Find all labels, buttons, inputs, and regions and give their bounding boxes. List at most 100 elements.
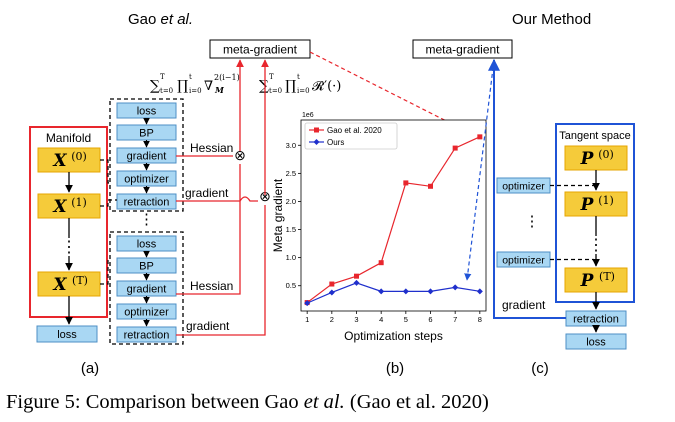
svg-text:(1): (1) <box>71 196 87 209</box>
x-tick-label: 3 <box>354 315 358 324</box>
svg-text:𝓡′(·): 𝓡′(·) <box>312 79 341 94</box>
svg-text:X: X <box>52 151 67 171</box>
hessian-label-2: Hessian <box>190 279 233 293</box>
gradient-path-c <box>488 58 566 319</box>
p-state-T: P (T) <box>564 267 628 293</box>
series-line-0 <box>306 136 481 304</box>
svg-text:∑: ∑ <box>150 78 160 94</box>
series-line-1 <box>306 282 480 304</box>
svg-text:t: t <box>297 73 300 81</box>
x-state-0: X (0) <box>37 147 101 173</box>
panel-letter-a: (a) <box>81 360 99 377</box>
ellipsis-a-groups: ⋮ <box>139 211 154 228</box>
group-1-steps: loss BP gradient optimizer retraction <box>116 102 177 210</box>
group-2-steps: loss BP gradient optimizer retraction <box>116 235 177 343</box>
y-axis-label: Meta gradient <box>271 178 285 252</box>
svg-text:t: t <box>189 73 192 81</box>
svg-text:P: P <box>580 149 595 169</box>
svg-text:t=0: t=0 <box>160 87 173 95</box>
meta-gradient-label-c: meta-gradient <box>425 43 500 57</box>
optimizer-label-c-1: optimizer <box>502 181 545 193</box>
y-tick-label: 1.0 <box>286 253 296 262</box>
svg-text:(T): (T) <box>72 274 88 287</box>
svg-text:i=0: i=0 <box>297 87 310 95</box>
svg-text:optimizer: optimizer <box>124 174 169 186</box>
series-point-1 <box>476 288 483 295</box>
formula-retraction: ∑ T t=0 ∏ t i=0 𝓡′(·) <box>259 73 341 95</box>
optimizer-label-c-2: optimizer <box>502 255 545 267</box>
svg-text:T: T <box>269 73 274 81</box>
hessian-path-2 <box>176 164 241 295</box>
our-method-title: Our Method <box>512 11 591 28</box>
panel-letter-b: (b) <box>386 360 404 377</box>
svg-text:X: X <box>52 275 67 295</box>
y-tick-label: 3.0 <box>286 141 296 150</box>
svg-text:loss: loss <box>137 239 157 251</box>
y-tick-label: 2.0 <box>286 197 296 206</box>
otimes-1: ⊗ <box>234 147 246 163</box>
otimes-2: ⊗ <box>259 188 271 204</box>
plot-frame <box>300 119 487 312</box>
retraction-label-c: retraction <box>573 314 619 326</box>
series-point-1 <box>353 279 360 286</box>
svg-text:t=0: t=0 <box>269 87 282 95</box>
x-axis-label: Optimization steps <box>344 329 443 343</box>
svg-text:loss: loss <box>137 106 157 118</box>
svg-text:gradient: gradient <box>127 151 167 163</box>
loss-label-a: loss <box>57 329 77 341</box>
svg-text:BP: BP <box>139 261 154 273</box>
legend-label-ours: Ours <box>327 138 344 147</box>
gradient-label-2: gradient <box>186 319 230 333</box>
loss-label-c: loss <box>586 337 606 349</box>
svg-text:retraction: retraction <box>124 330 170 342</box>
svg-text:∑: ∑ <box>259 78 269 94</box>
unroll-group-1 <box>109 98 184 212</box>
x-tick-label: 4 <box>379 315 383 324</box>
y-tick-label: 1.5 <box>286 225 296 234</box>
hessian-label-1: Hessian <box>190 141 233 155</box>
panel-c: Our Method meta-gradient Tangent space P… <box>412 11 635 377</box>
ellipsis-a-manifold: ⋮ <box>61 239 77 256</box>
svg-text:∏: ∏ <box>177 78 188 94</box>
x-tick-label: 1 <box>305 315 309 324</box>
svg-text:T: T <box>160 73 165 81</box>
figure-caption: Figure 5: Comparison between Gao et al. … <box>6 391 489 413</box>
y-tick-label: 2.5 <box>286 169 296 178</box>
y-axis-ticks: 0.5 1.0 1.5 2.0 2.5 3.0 <box>286 141 301 290</box>
series-point-1 <box>378 288 385 295</box>
svg-text:P: P <box>580 195 595 215</box>
series-point-0 <box>403 180 409 186</box>
svg-text:retraction: retraction <box>124 197 170 209</box>
link-xT-group2 <box>100 259 110 285</box>
legend-label-gao: Gao et al. 2020 <box>327 126 382 135</box>
panel-a: Gao et al. meta-gradient ∑ T t=0 ∏ t i=0… <box>29 11 471 377</box>
x-tick-label: 2 <box>330 315 334 324</box>
legend-marker-gao <box>314 127 319 133</box>
svg-text:(0): (0) <box>598 148 614 161</box>
formula-hessian: ∑ T t=0 ∏ t i=0 ∇ 2(i−1) M <box>150 73 240 95</box>
series-point-0 <box>329 281 335 287</box>
series-point-0 <box>477 134 483 140</box>
loss-box-a <box>36 325 98 343</box>
series-point-0 <box>378 260 384 266</box>
y-scale-label: 1e6 <box>302 112 314 119</box>
svg-text:X: X <box>52 197 67 217</box>
gradient-label-c: gradient <box>502 298 546 312</box>
link-meta-to-ours-point <box>464 59 495 281</box>
tangent-space-title: Tangent space <box>559 130 631 142</box>
panel-b-chart: 0.5 1.0 1.5 2.0 2.5 3.0 1 2 3 4 5 6 7 8 1e6 Meta gra… <box>271 112 487 377</box>
svg-text:∏: ∏ <box>285 78 296 94</box>
series-point-0 <box>428 183 433 189</box>
panel-letter-c: (c) <box>531 360 549 377</box>
series-point-1 <box>452 284 459 291</box>
svg-text:2(i−1): 2(i−1) <box>214 73 240 82</box>
series-point-1 <box>402 288 409 295</box>
svg-text:∇: ∇ <box>204 79 213 94</box>
svg-text:gradient: gradient <box>127 284 167 296</box>
series-point-0 <box>354 273 359 279</box>
series-point-0 <box>452 145 458 151</box>
gradient-label-1: gradient <box>185 186 229 200</box>
x-tick-label: 8 <box>478 315 482 324</box>
p-state-0: P (0) <box>564 145 628 171</box>
x-state-1: X (1) <box>37 193 101 219</box>
